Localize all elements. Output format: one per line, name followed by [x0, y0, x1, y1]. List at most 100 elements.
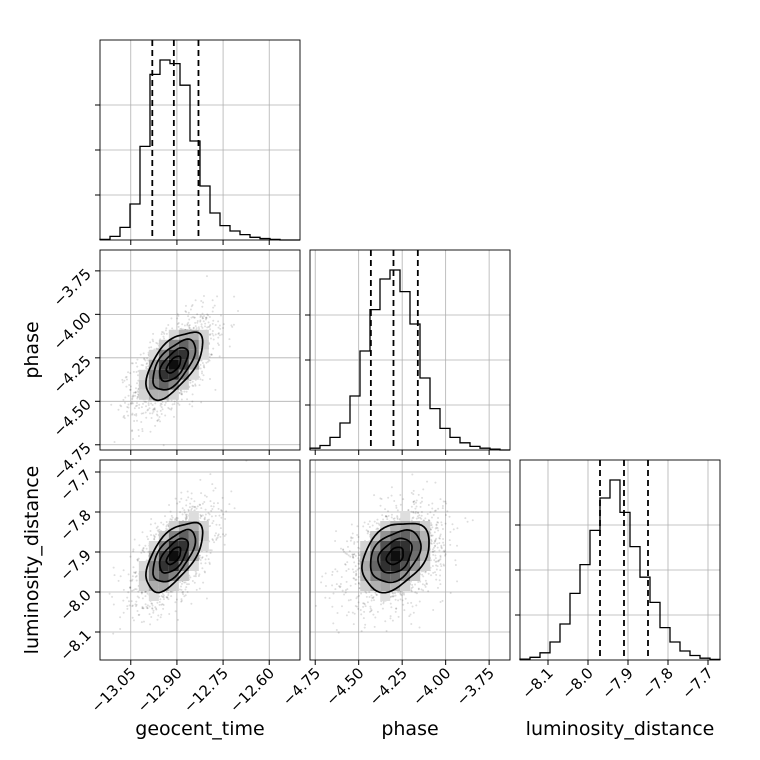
sample-point: [176, 313, 179, 316]
sample-point: [418, 514, 421, 517]
sample-point: [411, 473, 414, 476]
sample-point: [148, 399, 151, 402]
sample-point: [375, 593, 378, 596]
sample-point: [128, 604, 131, 607]
sample-point: [390, 606, 393, 609]
sample-point: [180, 588, 183, 591]
sample-point: [371, 596, 374, 599]
sample-point: [183, 390, 186, 393]
density-cell: [138, 581, 149, 591]
sample-point: [400, 594, 403, 597]
sample-point: [156, 601, 159, 604]
sample-point: [444, 522, 447, 525]
sample-point: [215, 537, 218, 540]
sample-point: [436, 542, 439, 545]
sample-point: [332, 622, 335, 625]
sample-point: [411, 605, 414, 608]
sample-point: [357, 607, 360, 610]
density-cell: [148, 591, 159, 601]
sample-point: [201, 317, 204, 320]
sample-point: [414, 501, 417, 504]
sample-point: [431, 550, 434, 553]
sample-point: [188, 327, 191, 330]
sample-point: [210, 353, 213, 356]
sample-point: [357, 557, 360, 560]
sample-point: [146, 535, 149, 538]
sample-point: [145, 362, 148, 365]
density-cell: [178, 531, 189, 541]
sample-point: [140, 591, 143, 594]
sample-point: [162, 331, 165, 334]
sample-point: [454, 559, 457, 562]
sample-point: [202, 374, 205, 377]
sample-point: [440, 521, 443, 524]
sample-point: [131, 430, 134, 433]
sample-point: [134, 575, 137, 578]
sample-point: [436, 586, 439, 589]
sample-point: [200, 515, 203, 518]
sample-point: [153, 407, 156, 410]
sample-point: [411, 584, 414, 587]
sample-point: [110, 403, 113, 406]
sample-point: [149, 523, 152, 526]
sample-point: [166, 596, 169, 599]
sample-point: [132, 395, 135, 398]
sample-point: [375, 528, 378, 531]
sample-point: [419, 516, 422, 519]
sample-point: [223, 543, 226, 546]
sample-point: [426, 512, 429, 515]
sample-point: [131, 605, 134, 608]
sample-point: [144, 544, 147, 547]
sample-point: [335, 628, 338, 631]
sample-point: [188, 403, 191, 406]
sample-point: [176, 502, 179, 505]
density-cell: [188, 561, 199, 571]
sample-point: [167, 399, 170, 402]
sample-point: [404, 597, 407, 600]
sample-point: [217, 336, 220, 339]
sample-point: [221, 533, 224, 536]
sample-point: [421, 496, 424, 499]
sample-point: [191, 393, 194, 396]
sample-point: [420, 514, 423, 517]
sample-point: [150, 518, 153, 521]
sample-point: [359, 609, 362, 612]
sample-point: [363, 626, 366, 629]
sample-point: [382, 518, 385, 521]
sample-point: [193, 316, 196, 319]
sample-point: [153, 537, 156, 540]
panel-content: [108, 460, 248, 635]
sample-point: [161, 408, 164, 411]
sample-point: [198, 556, 201, 559]
sample-point: [143, 551, 146, 554]
sample-point: [431, 565, 434, 568]
sample-point: [349, 555, 352, 558]
sample-point: [129, 402, 132, 405]
sample-point: [149, 399, 152, 402]
sample-point: [353, 553, 356, 556]
sample-point: [399, 598, 402, 601]
sample-point: [210, 353, 213, 356]
sample-point: [134, 571, 137, 574]
sample-point: [194, 299, 197, 302]
sample-point: [182, 593, 185, 596]
density-cell: [158, 349, 169, 360]
sample-point: [137, 379, 140, 382]
sample-point: [208, 355, 211, 358]
panel-geocent-time-hist: [95, 39, 301, 241]
sample-point: [168, 407, 171, 410]
sample-point: [220, 509, 223, 512]
sample-point: [184, 518, 187, 521]
sample-point: [222, 513, 225, 516]
sample-point: [151, 412, 154, 415]
sample-point: [180, 393, 183, 396]
sample-point: [186, 323, 189, 326]
sample-point: [214, 324, 217, 327]
sample-point: [410, 590, 413, 593]
sample-point: [410, 623, 413, 626]
sample-point: [201, 556, 204, 559]
sample-point: [431, 502, 434, 505]
sample-point: [129, 385, 132, 388]
